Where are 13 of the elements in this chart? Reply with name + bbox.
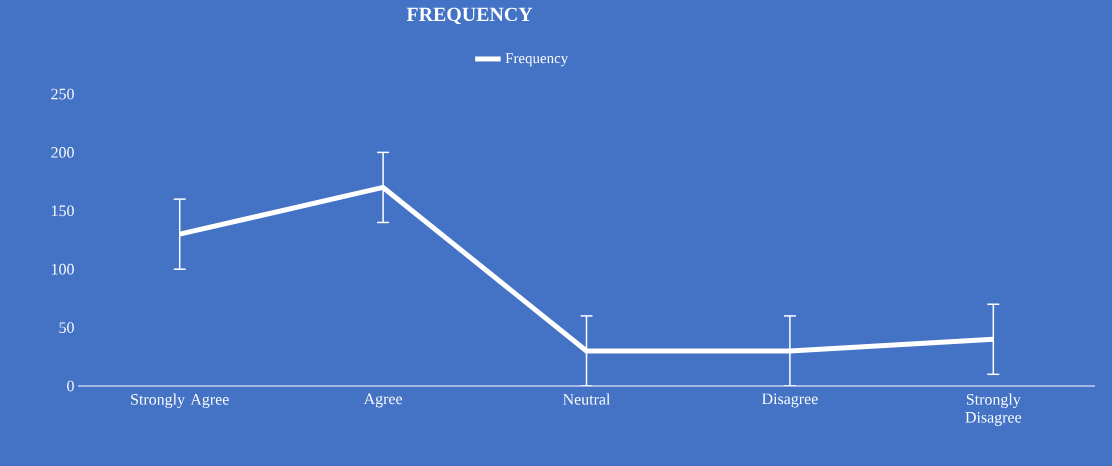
x-tick-label: Strongly Agree [131,393,229,409]
y-tick-label: 200 [51,147,74,158]
y-tick-label: 150 [51,205,74,217]
x-tick-label: Neutral [563,393,611,405]
x-tick-label: Strongly Disagree [965,393,1022,426]
y-tick-label: 50 [59,322,74,333]
y-tick-label: 0 [67,380,74,392]
legend-label: Frequency [505,53,569,67]
x-tick-label: Disagree [762,393,818,408]
y-tick-label: 100 [51,263,74,275]
y-tick-label: 250 [51,88,74,100]
chart-title: FREQUENCY [406,7,533,25]
x-tick-label: Agree [363,393,403,408]
